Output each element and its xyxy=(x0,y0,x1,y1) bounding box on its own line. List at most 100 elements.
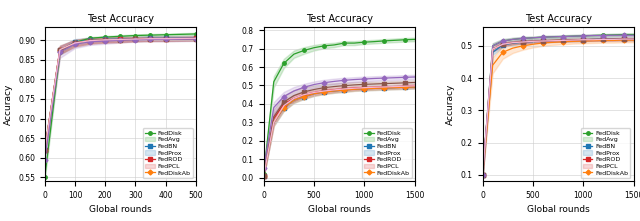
FedDiskAb xyxy=(340,88,348,90)
FedPCL xyxy=(529,36,537,39)
FedPCL xyxy=(340,79,348,82)
FedDisk xyxy=(116,35,124,38)
FedROD xyxy=(499,43,507,46)
FedPCL xyxy=(71,43,79,46)
FedDiskAb xyxy=(401,85,408,88)
FedPCL xyxy=(290,90,298,92)
FedROD xyxy=(290,94,298,97)
FedAvg xyxy=(310,92,318,95)
Legend: FedDisk, FedAvg, FedBN, FedProx, FedROD, FedPCL, FedDiskAb: FedDisk, FedAvg, FedBN, FedProx, FedROD,… xyxy=(362,128,412,178)
FedROD xyxy=(351,84,358,86)
FedBN xyxy=(330,88,338,91)
FedProx xyxy=(559,40,567,43)
FedROD xyxy=(620,38,627,40)
FedAvg xyxy=(101,38,109,41)
FedDiskAb xyxy=(147,37,154,40)
FedProx xyxy=(620,39,627,41)
FedDisk xyxy=(86,37,94,40)
FedPCL xyxy=(600,34,607,37)
FedROD xyxy=(610,38,618,40)
FedDisk xyxy=(310,46,318,49)
FedDisk xyxy=(371,40,378,43)
FedAvg xyxy=(132,37,140,40)
FedBN xyxy=(192,37,200,40)
FedBN xyxy=(600,38,607,41)
X-axis label: Global rounds: Global rounds xyxy=(308,206,371,215)
FedDiskAb xyxy=(549,39,557,42)
FedBN xyxy=(589,38,597,41)
FedAvg xyxy=(499,44,507,46)
FedDiskAb xyxy=(539,40,547,42)
FedDiskAb xyxy=(570,39,577,41)
FedBN xyxy=(401,85,408,88)
FedAvg xyxy=(41,149,49,151)
FedBN xyxy=(300,93,308,96)
FedAvg xyxy=(162,37,170,40)
FedAvg xyxy=(147,37,154,40)
FedDisk xyxy=(411,38,419,41)
FedROD xyxy=(381,82,388,85)
FedAvg xyxy=(411,86,419,88)
FedDiskAb xyxy=(479,173,486,176)
Line: FedBN: FedBN xyxy=(481,37,636,177)
FedProx xyxy=(499,51,507,54)
Line: FedDisk: FedDisk xyxy=(481,33,636,177)
FedProx xyxy=(390,86,398,89)
FedBN xyxy=(162,37,170,40)
FedProx xyxy=(330,90,338,92)
FedProx xyxy=(610,39,618,42)
Line: FedDiskAb: FedDiskAb xyxy=(483,39,634,175)
FedDiskAb xyxy=(192,37,200,40)
FedDiskAb xyxy=(280,104,288,107)
FedPCL xyxy=(162,38,170,41)
FedProx xyxy=(300,95,308,98)
FedProx xyxy=(310,92,318,95)
FedProx xyxy=(101,39,109,42)
FedDiskAb xyxy=(86,39,94,42)
FedBN xyxy=(56,49,64,51)
FedROD xyxy=(270,115,278,118)
FedDisk xyxy=(192,33,200,35)
FedROD xyxy=(411,81,419,84)
FedAvg xyxy=(280,106,288,109)
FedAvg xyxy=(549,39,557,42)
FedDisk xyxy=(519,37,527,40)
FedDiskAb xyxy=(290,97,298,100)
FedDisk xyxy=(479,173,486,176)
FedPCL xyxy=(351,78,358,81)
FedPCL xyxy=(360,78,368,80)
X-axis label: Global rounds: Global rounds xyxy=(89,206,152,215)
FedProx xyxy=(489,64,497,67)
FedPCL xyxy=(260,167,268,170)
FedPCL xyxy=(132,38,140,41)
FedAvg xyxy=(340,89,348,91)
FedROD xyxy=(300,91,308,93)
Line: FedDiskAb: FedDiskAb xyxy=(264,86,415,176)
FedDisk xyxy=(300,49,308,52)
Line: FedBN: FedBN xyxy=(43,36,198,152)
FedBN xyxy=(340,88,348,90)
FedProx xyxy=(147,38,154,40)
FedDisk xyxy=(620,33,627,36)
FedBN xyxy=(539,40,547,42)
FedROD xyxy=(86,40,94,42)
FedROD xyxy=(320,86,328,89)
FedProx xyxy=(519,45,527,47)
FedProx xyxy=(41,149,49,151)
FedDiskAb xyxy=(381,86,388,88)
FedProx xyxy=(116,38,124,41)
FedROD xyxy=(360,83,368,86)
Line: FedBN: FedBN xyxy=(262,84,417,177)
FedBN xyxy=(499,43,507,46)
FedAvg xyxy=(371,87,378,90)
FedDiskAb xyxy=(610,38,618,41)
FedProx xyxy=(570,40,577,43)
FedAvg xyxy=(610,38,618,40)
FedPCL xyxy=(589,34,597,37)
FedPCL xyxy=(147,38,154,41)
FedAvg xyxy=(589,38,597,41)
FedROD xyxy=(630,38,637,40)
FedDisk xyxy=(270,80,278,83)
FedPCL xyxy=(579,34,587,37)
FedDiskAb xyxy=(41,149,49,151)
